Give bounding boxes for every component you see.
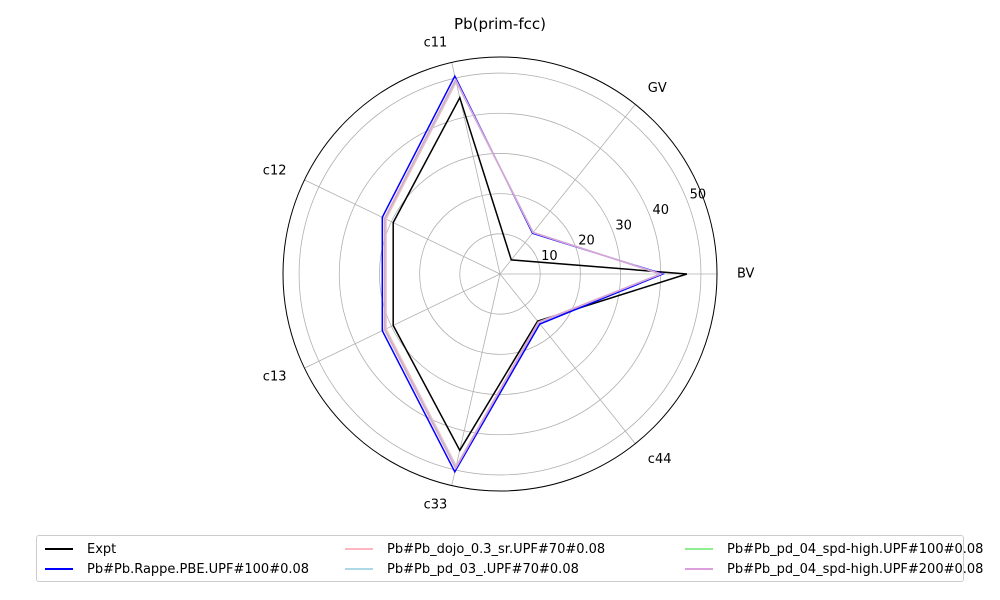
axis-label: GV xyxy=(648,81,667,96)
polar-frame xyxy=(282,56,718,492)
chart-title: Pb(prim-fcc) xyxy=(454,15,546,33)
axis-label: c44 xyxy=(648,452,672,467)
grid-spoke xyxy=(499,273,636,444)
legend-swatch xyxy=(45,568,73,570)
legend-label: Pb#Pb.Rappe.PBE.UPF#100#0.08 xyxy=(87,561,310,577)
radar-grid xyxy=(282,56,718,492)
legend-item: Pb#Pb_pd_03_.UPF#70#0.08 xyxy=(345,559,579,579)
radial-tick-label: 50 xyxy=(690,188,707,203)
legend-item: Pb#Pb_pd_04_spd-high.UPF#200#0.08 xyxy=(685,559,983,579)
legend: Expt Pb#Pb.Rappe.PBE.UPF#100#0.08 Pb#Pb_do… xyxy=(36,535,983,582)
radar-labels: 10 20 30 40 50 BV GV c11 c12 c13 c33 c44 xyxy=(263,35,755,512)
grid-spoke xyxy=(304,179,501,275)
radial-tick-label: 10 xyxy=(541,249,558,264)
legend-label: Pb#Pb_pd_03_.UPF#70#0.08 xyxy=(387,561,579,577)
legend-label: Pb#Pb_dojo_0.3_sr.UPF#70#0.08 xyxy=(387,541,606,557)
legend-swatch xyxy=(685,548,713,550)
legend-label: Expt xyxy=(87,541,117,557)
radial-tick-label: 30 xyxy=(615,218,632,233)
legend-swatch xyxy=(685,568,713,570)
legend-label: Pb#Pb_pd_04_spd-high.UPF#100#0.08 xyxy=(727,541,984,557)
radial-tick-label: 40 xyxy=(653,203,670,218)
legend-swatch xyxy=(345,548,373,550)
grid-spoke xyxy=(304,273,501,369)
radial-tick-label: 20 xyxy=(578,234,595,249)
legend-swatch xyxy=(345,568,373,570)
radar-series xyxy=(381,74,688,474)
legend-label: Pb#Pb_pd_04_spd-high.UPF#200#0.08 xyxy=(727,561,984,577)
legend-item: Pb#Pb_pd_04_spd-high.UPF#100#0.08 xyxy=(685,539,983,559)
legend-item: Pb#Pb_dojo_0.3_sr.UPF#70#0.08 xyxy=(345,539,605,559)
axis-label: c11 xyxy=(424,35,448,50)
legend-item: Pb#Pb.Rappe.PBE.UPF#100#0.08 xyxy=(45,559,309,579)
axis-label: BV xyxy=(737,267,755,282)
axis-label: c13 xyxy=(263,369,287,384)
legend-item: Expt xyxy=(45,539,116,559)
axis-label: c33 xyxy=(424,498,448,513)
radar-chart: Pb(prim-fcc) 10 20 30 40 50 BV GV c11 c12 c13 c33 c… xyxy=(263,15,755,513)
axis-label: c12 xyxy=(263,164,287,179)
legend-swatch xyxy=(45,548,73,550)
series-line xyxy=(392,95,688,452)
series-line xyxy=(383,78,663,470)
grid-spoke xyxy=(499,104,636,275)
